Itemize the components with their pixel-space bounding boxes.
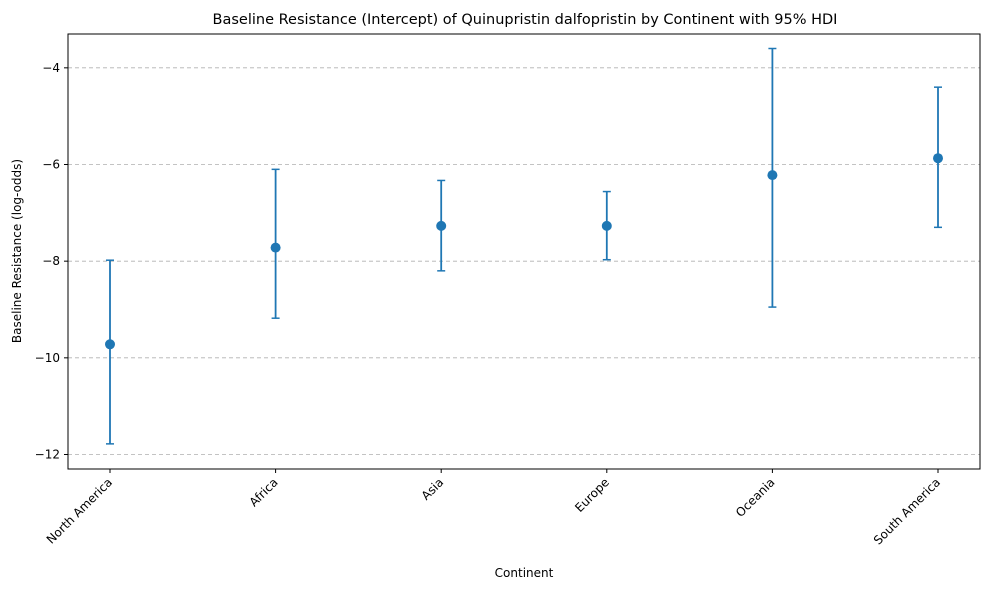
grid-lines [68,67,980,455]
data-point [270,242,281,253]
error-bars [106,47,942,445]
y-axis-ticks: −12 −10 −8 −6 −4 [35,61,68,462]
data-point [105,339,115,350]
x-tick-label: Asia [419,475,447,503]
data-point [601,220,612,231]
data-points [105,153,943,350]
x-tick-label: Africa [247,475,281,509]
data-point [436,220,447,231]
plot-frame [67,33,981,470]
y-tick-label: −12 [35,448,60,462]
y-axis-label: Baseline Resistance (log-odds) [10,159,24,343]
y-tick-label: −6 [42,158,60,172]
x-tick-label: North America [44,475,115,546]
chart-title: Baseline Resistance (Intercept) of Quinu… [213,12,838,28]
y-tick-label: −8 [42,254,60,268]
x-tick-label: South America [871,475,943,547]
data-point [767,170,778,181]
data-point [933,153,943,164]
x-tick-label: Oceania [733,475,778,520]
y-tick-label: −4 [42,61,60,75]
x-axis-ticks: North America Africa Asia Europe Oceania Sout… [44,469,943,547]
x-axis-label: Continent [495,566,554,580]
x-tick-label: Europe [572,475,612,515]
y-tick-label: −10 [35,351,60,365]
